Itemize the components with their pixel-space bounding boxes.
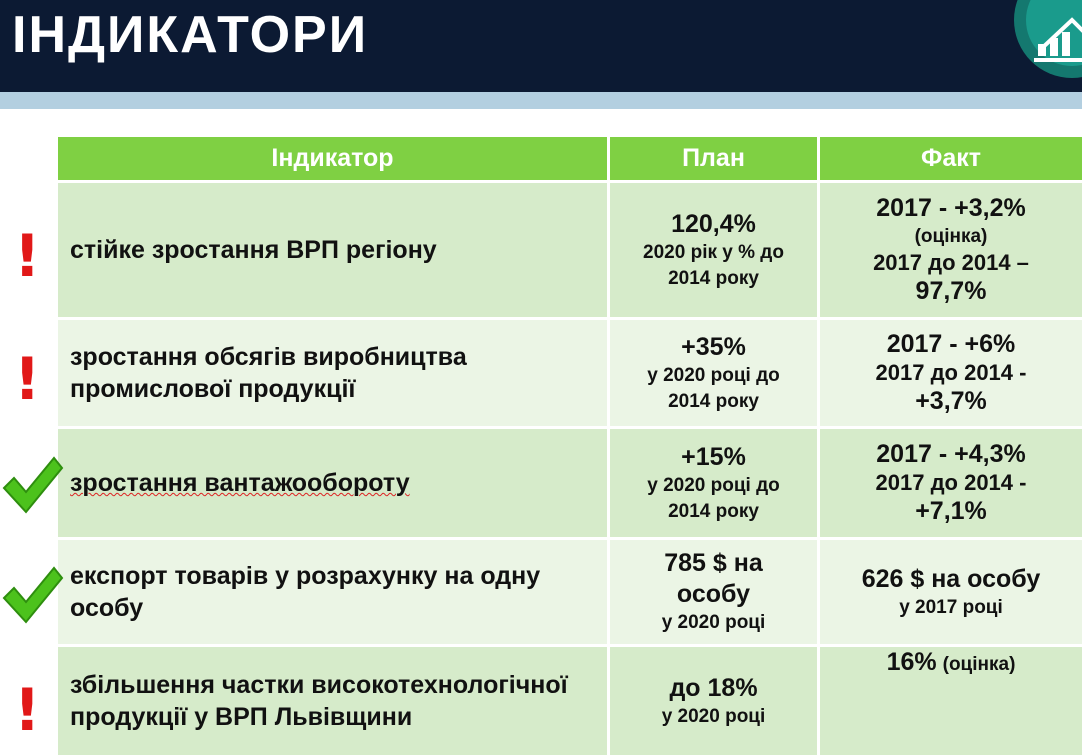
plan-note: у 2020 році	[661, 612, 766, 633]
fact-cell: 2017 - +4,3% 2017 до 2014 - +7,1%	[820, 429, 1082, 537]
plan-note: у 2020 році до 2014 року	[647, 474, 780, 522]
fact-comparison: 2017 до 2014 -	[875, 360, 1027, 385]
indicator-cell: стійке зростання ВРП регіону	[58, 183, 607, 317]
plan-value: до 18%	[669, 673, 758, 702]
column-header-fact: Факт	[820, 137, 1082, 180]
plan-value: +35%	[681, 332, 746, 361]
fact-note: у 2017 році	[899, 596, 1003, 618]
fact-comparison: 2017 до 2014 -	[875, 470, 1027, 495]
indicator-cell: збільшення частки високотехнологічної пр…	[58, 647, 607, 755]
fact-value: 16%	[886, 648, 937, 676]
plan-value: +15%	[681, 442, 746, 471]
plan-cell: +15% у 2020 році до 2014 року	[610, 429, 817, 537]
plan-cell: 785 $ на особу у 2020 році	[610, 540, 817, 644]
fact-cell: 16% (оцінка)	[820, 647, 1082, 755]
fact-comparison-value: +7,1%	[915, 497, 987, 525]
exclamation-icon: !	[14, 345, 41, 413]
plan-cell: до 18% у 2020 році	[610, 647, 817, 755]
plan-note: у 2020 році	[661, 705, 766, 727]
title-bar	[0, 0, 1082, 92]
exclamation-icon: !	[14, 222, 41, 290]
indicator-text: збільшення частки високотехнологічної пр…	[70, 671, 568, 731]
plan-value: 120,4%	[671, 209, 756, 238]
plan-note: 2020 рік у % до 2014 року	[643, 241, 784, 289]
fact-note: (оцінка)	[914, 226, 988, 247]
column-header-indicator: Індикатор	[58, 137, 607, 180]
fact-comparison: 2017 до 2014 –	[873, 250, 1029, 275]
fact-value: 626 $ на особу	[861, 564, 1041, 593]
plan-value: 785 $ на особу	[664, 549, 763, 608]
fact-value: 2017 - +4,3%	[876, 440, 1026, 468]
column-header-plan: План	[610, 137, 817, 180]
fact-note: (оцінка)	[942, 654, 1016, 675]
fact-cell: 2017 - +6% 2017 до 2014 - +3,7%	[820, 320, 1082, 426]
indicator-text: експорт товарів у розрахунку на одну осо…	[70, 562, 541, 622]
plan-note: у 2020 році до 2014 року	[647, 364, 780, 412]
indicator-text: стійке зростання ВРП регіону	[70, 236, 437, 264]
title-underline-bar	[0, 92, 1082, 109]
fact-cell: 2017 - +3,2% (оцінка) 2017 до 2014 – 97,…	[820, 183, 1082, 317]
indicator-cell: зростання вантажообороту	[58, 429, 607, 537]
indicator-cell: зростання обсягів виробництва промислово…	[58, 320, 607, 426]
page-title: ІНДИКАТОРИ	[12, 6, 369, 64]
plan-cell: 120,4% 2020 рік у % до 2014 року	[610, 183, 817, 317]
indicator-text: зростання обсягів виробництва промислово…	[70, 343, 467, 403]
fact-comparison-value: 97,7%	[915, 277, 987, 305]
plan-cell: +35% у 2020 році до 2014 року	[610, 320, 817, 426]
check-mark-icon	[2, 456, 64, 514]
fact-cell: 626 $ на особу у 2017 році	[820, 540, 1082, 644]
indicator-text: зростання вантажообороту	[70, 469, 410, 497]
indicator-cell: експорт товарів у розрахунку на одну осо…	[58, 540, 607, 644]
exclamation-icon: !	[14, 676, 41, 744]
bar-chart-growth-icon	[1014, 0, 1082, 78]
fact-comparison-value: +3,7%	[915, 387, 987, 415]
fact-value: 2017 - +3,2%	[876, 194, 1026, 222]
fact-value: 2017 - +6%	[886, 330, 1016, 358]
check-mark-icon	[2, 566, 64, 624]
